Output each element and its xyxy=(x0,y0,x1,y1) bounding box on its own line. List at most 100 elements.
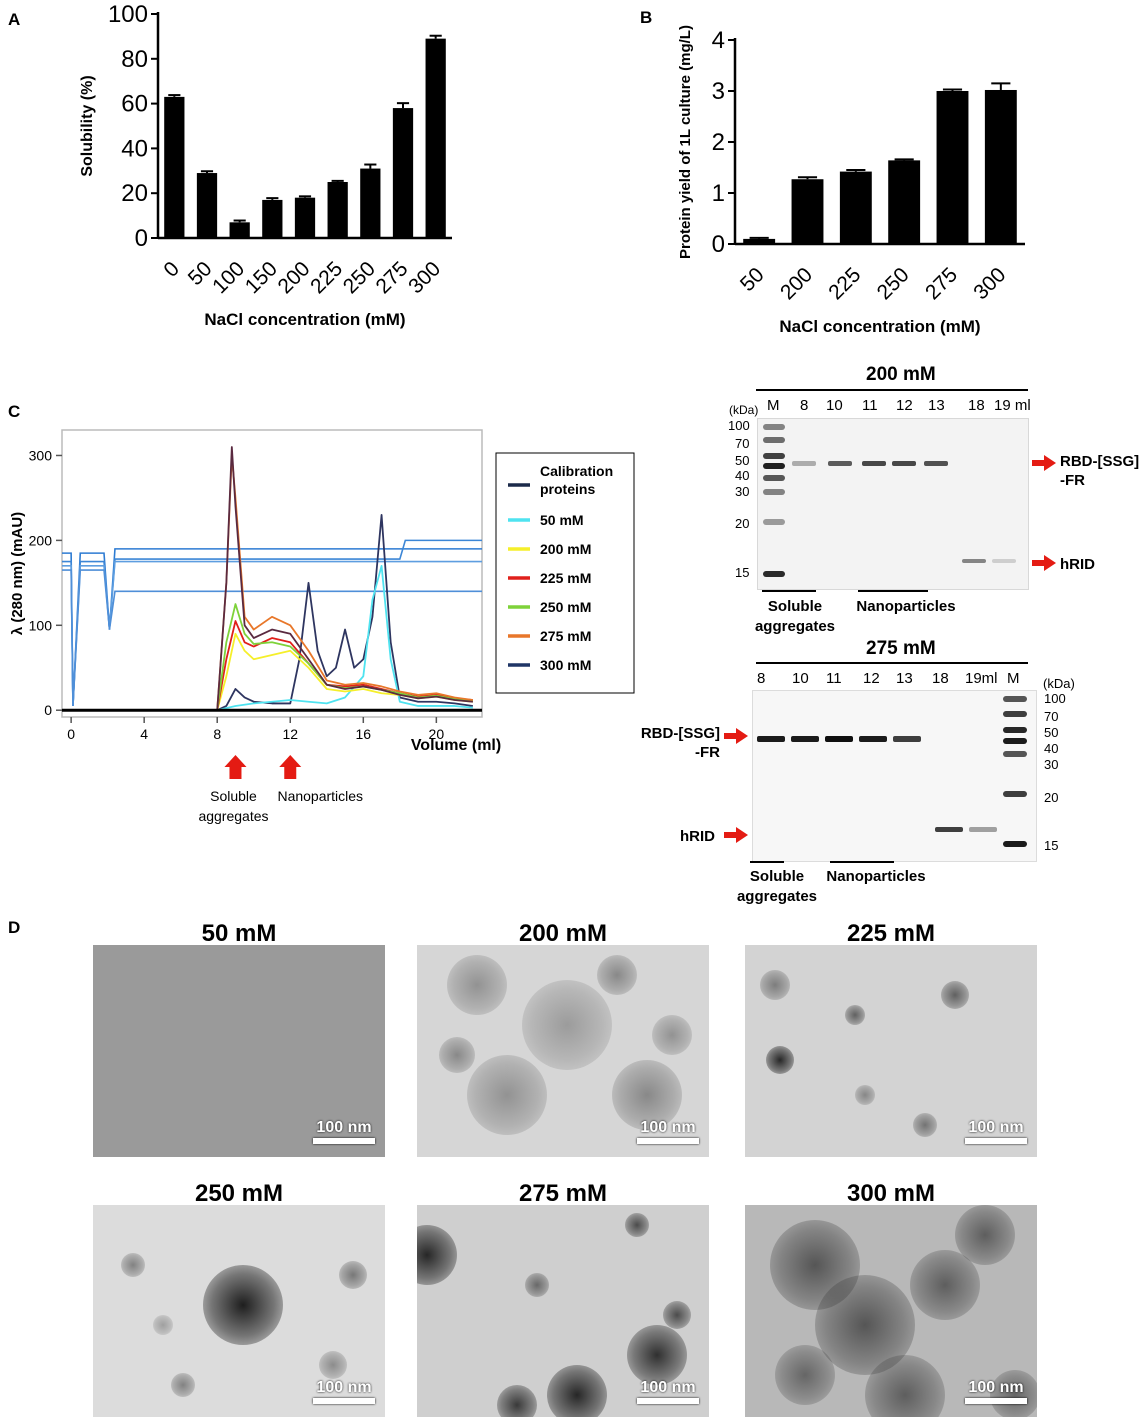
x-axis-title: NaCl concentration (mM) xyxy=(204,310,405,329)
tem-micrograph: 100 nm xyxy=(93,945,385,1157)
particle-blob xyxy=(775,1345,835,1405)
particle-blob xyxy=(153,1315,173,1335)
particle-blob xyxy=(439,1037,475,1073)
x-tick-label: 250 xyxy=(873,263,914,304)
particle-blob xyxy=(625,1213,649,1237)
y-tick-label: 100 xyxy=(29,617,53,633)
marker-band xyxy=(1003,711,1027,717)
scale-bar-line xyxy=(313,1138,375,1144)
scale-bar-line xyxy=(637,1138,699,1144)
gel2-marker-label: 40 xyxy=(1044,741,1059,756)
particle-blob xyxy=(121,1253,145,1277)
particle-blob xyxy=(910,1250,980,1320)
tem-title: 300 mM xyxy=(846,1180,936,1207)
marker-band xyxy=(763,489,785,495)
gel2-lane-label: 12 xyxy=(863,670,880,687)
particle-blob xyxy=(203,1265,283,1345)
tem-micrograph: 100 nm xyxy=(417,945,709,1157)
tem-micrograph: 100 nm xyxy=(745,945,1037,1157)
gel1-marker-label: 50 xyxy=(735,453,750,468)
bar xyxy=(425,38,446,238)
x-tick-label: 100 xyxy=(208,257,249,298)
gel1-arrow-top xyxy=(1032,455,1056,476)
panel-label-d: D xyxy=(8,918,21,937)
bar xyxy=(294,197,316,238)
particle-blob xyxy=(447,955,507,1015)
gel2-marker-label: 100 xyxy=(1044,691,1066,706)
gel2-arrow-bottom xyxy=(724,827,748,848)
gel2-lane-label: 10 xyxy=(792,670,809,687)
marker-band xyxy=(1003,751,1027,757)
particle-blob xyxy=(525,1273,549,1297)
y-tick-label: 0 xyxy=(135,225,148,252)
y-tick-label: 0 xyxy=(712,231,725,258)
gel1-lane-label: 19 ml xyxy=(994,397,1031,414)
legend-label: 250 mM xyxy=(540,599,591,615)
tem-micrograph: 100 nm xyxy=(745,1205,1037,1417)
plot-frame xyxy=(61,429,483,718)
gel2-marker-label: 30 xyxy=(1044,757,1059,772)
x-tick-label: 250 xyxy=(339,257,380,298)
particle-blob xyxy=(865,1355,945,1417)
y-tick-label: 60 xyxy=(121,91,148,118)
rbd-band xyxy=(791,736,819,742)
series-line xyxy=(71,514,473,712)
gel1-marker-label: 20 xyxy=(735,516,750,531)
gel2-group-nano: Nanoparticles xyxy=(826,868,926,885)
gel1-underline-soluble xyxy=(762,590,816,592)
y-tick-label: 3 xyxy=(712,78,725,105)
x-tick-label: 12 xyxy=(282,726,298,742)
particle-blob xyxy=(627,1325,687,1385)
gel1-label-rbd: RBD-[SSG] -FR xyxy=(1060,453,1140,489)
y-tick-label: 100 xyxy=(108,1,148,28)
x-tick-label: 225 xyxy=(824,263,865,304)
particle-blob xyxy=(339,1261,367,1289)
gel1-marker-label: 15 xyxy=(735,565,750,580)
bar xyxy=(164,96,185,238)
x-tick-label: 225 xyxy=(306,257,347,298)
scale-bar-label: 100 nm xyxy=(968,1119,1024,1136)
rbd-band xyxy=(828,461,852,466)
gel1-title: 200 mM xyxy=(866,364,936,385)
tem-title: 50 mM xyxy=(201,920,277,947)
y-axis-title: Solubility (%) xyxy=(79,75,96,176)
particle-blob xyxy=(955,1205,1015,1265)
panel-label-b: B xyxy=(640,8,653,27)
series-line xyxy=(71,446,473,712)
particle-blob xyxy=(990,1370,1037,1417)
red-arrow xyxy=(279,755,302,779)
gel2-underline-nano xyxy=(830,861,894,863)
particle-blob xyxy=(845,1005,865,1025)
scale-bar: 100 nm xyxy=(637,1119,699,1144)
gel1-lane-label: M xyxy=(767,397,780,414)
hrid-band xyxy=(992,559,1016,563)
x-tick-label: 275 xyxy=(921,263,962,304)
x-tick-label: 300 xyxy=(404,257,445,298)
scale-bar: 100 nm xyxy=(637,1379,699,1404)
x-axis-title: Volume (ml) xyxy=(411,737,501,754)
rbd-band xyxy=(757,736,785,742)
gel1-marker-label: 70 xyxy=(735,436,750,451)
bar xyxy=(262,199,283,238)
particle-blob xyxy=(319,1351,347,1379)
y-tick-label: 200 xyxy=(29,532,53,548)
marker-band xyxy=(1003,696,1027,702)
gel2-title-rule xyxy=(756,662,1028,664)
scale-bar: 100 nm xyxy=(313,1379,375,1404)
rbd-band xyxy=(825,736,853,742)
gel2-arrow-top xyxy=(724,728,748,749)
bar xyxy=(196,173,218,238)
legend-label: Calibration xyxy=(540,463,613,479)
marker-band xyxy=(763,463,785,469)
gel1-lane-label: 10 xyxy=(826,397,843,414)
rbd-band xyxy=(893,736,921,742)
hrid-band xyxy=(969,827,997,832)
tem-title: 250 mM xyxy=(194,1180,284,1207)
protein-yield-bar-chart: 0 1 2 3 4 50 200 225 250 275 300 Protein yield of 1… xyxy=(677,25,1025,336)
gel2-lane-label: 19ml xyxy=(965,670,998,687)
x-tick-label: 150 xyxy=(241,257,282,298)
legend-label: 300 mM xyxy=(540,657,591,673)
gel1-lane-label: 13 xyxy=(928,397,945,414)
particle-blob xyxy=(612,1060,682,1130)
bar xyxy=(984,89,1017,244)
